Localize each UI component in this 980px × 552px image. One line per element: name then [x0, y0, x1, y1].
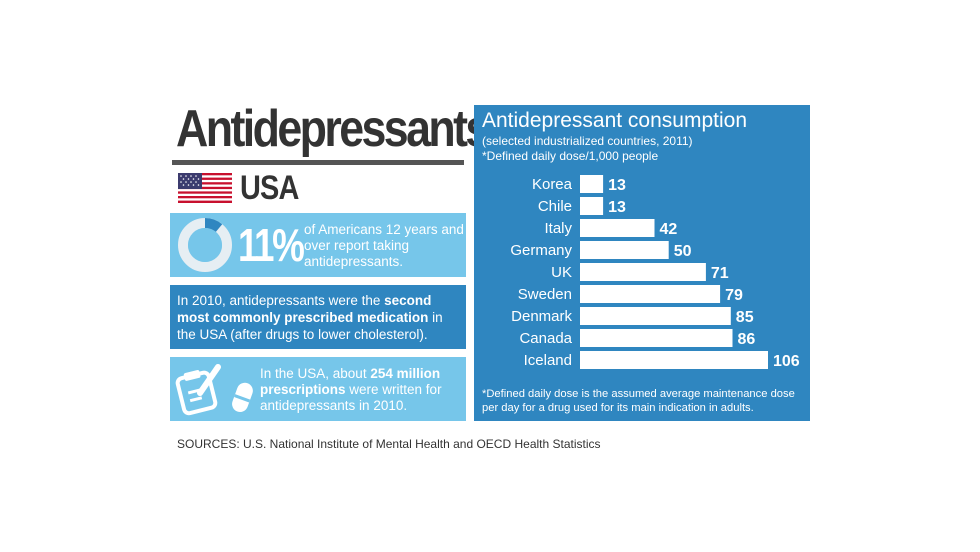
- stat-ranking-text: In 2010, antidepressants were the second…: [177, 292, 465, 343]
- chart-panel: Antidepressant consumption (selected ind…: [474, 105, 810, 421]
- chart-unit-label: *Defined daily dose/1,000 people: [482, 149, 659, 163]
- category-label: Denmark: [511, 308, 572, 325]
- stat-ranking-box: In 2010, antidepressants were the second…: [170, 285, 466, 349]
- us-flag-icon: [178, 173, 232, 203]
- stat-prescriptions-text: In the USA, about 254 million prescripti…: [260, 366, 464, 414]
- bar: [580, 219, 655, 237]
- pill-icon: [232, 382, 253, 412]
- bar: [580, 263, 706, 281]
- category-label: Canada: [519, 330, 572, 347]
- stat-ranking-pre: In 2010, antidepressants were the: [177, 293, 385, 308]
- category-label: UK: [551, 264, 572, 281]
- value-label: 42: [660, 221, 678, 238]
- value-label: 85: [736, 309, 754, 326]
- bar: [580, 351, 768, 369]
- value-label: 50: [674, 243, 692, 260]
- stat-ranking-post: in the USA (after drugs to lower cholest…: [177, 310, 443, 342]
- page-title: Antidepressants: [176, 100, 490, 158]
- category-label: Italy: [544, 220, 572, 237]
- category-label: Germany: [510, 242, 572, 259]
- value-label: 79: [725, 287, 743, 304]
- chart-subtitle: (selected industrialized countries, 2011…: [482, 134, 693, 148]
- bar: [580, 175, 604, 193]
- bar: [580, 197, 604, 215]
- chart-title: Antidepressant consumption: [482, 109, 747, 132]
- prescription-icons: [175, 364, 253, 416]
- donut-arc: [204, 218, 223, 233]
- stat-americans-box: 11% of Americans 12 years and over repor…: [170, 213, 466, 277]
- country-label: USA: [240, 169, 299, 207]
- bar: [580, 285, 721, 303]
- category-label: Korea: [532, 176, 573, 193]
- value-label: 13: [608, 199, 626, 216]
- donut-chart-icon: [178, 218, 232, 272]
- stat-prescriptions-box: In the USA, about 254 million prescripti…: [170, 357, 466, 421]
- stat-americans-text: of Americans 12 years and over report ta…: [304, 222, 464, 269]
- pencil-icon: [197, 364, 221, 396]
- value-label: 13: [608, 177, 626, 194]
- category-label: Chile: [538, 198, 572, 215]
- bar: [580, 307, 731, 325]
- bar: [580, 241, 669, 259]
- category-label: Iceland: [524, 352, 572, 369]
- stat-prescriptions-bold: 254 million prescriptions: [260, 366, 441, 397]
- value-label: 106: [773, 353, 800, 370]
- bar-chart: Korea 13 Chile 13 Italy 42 Germany 50 UK 71 Sweden…: [510, 175, 800, 370]
- value-label: 86: [738, 331, 756, 348]
- bar: [580, 329, 733, 347]
- chart-footnote: *Defined daily dose is the assumed avera…: [482, 388, 795, 414]
- stat-ranking-bold: second most commonly prescribed medicati…: [177, 293, 432, 325]
- sources-note: SOURCES: U.S. National Institute of Ment…: [177, 437, 601, 451]
- percent-figure: 11%: [238, 219, 305, 271]
- category-label: Sweden: [518, 286, 572, 303]
- value-label: 71: [711, 265, 729, 282]
- stat-prescriptions-post: were written for antidepressants in 2010…: [260, 382, 442, 413]
- clipboard-pencil-icon: [175, 370, 218, 416]
- title-divider: [172, 160, 464, 165]
- stat-prescriptions-pre: In the USA, about: [260, 366, 371, 381]
